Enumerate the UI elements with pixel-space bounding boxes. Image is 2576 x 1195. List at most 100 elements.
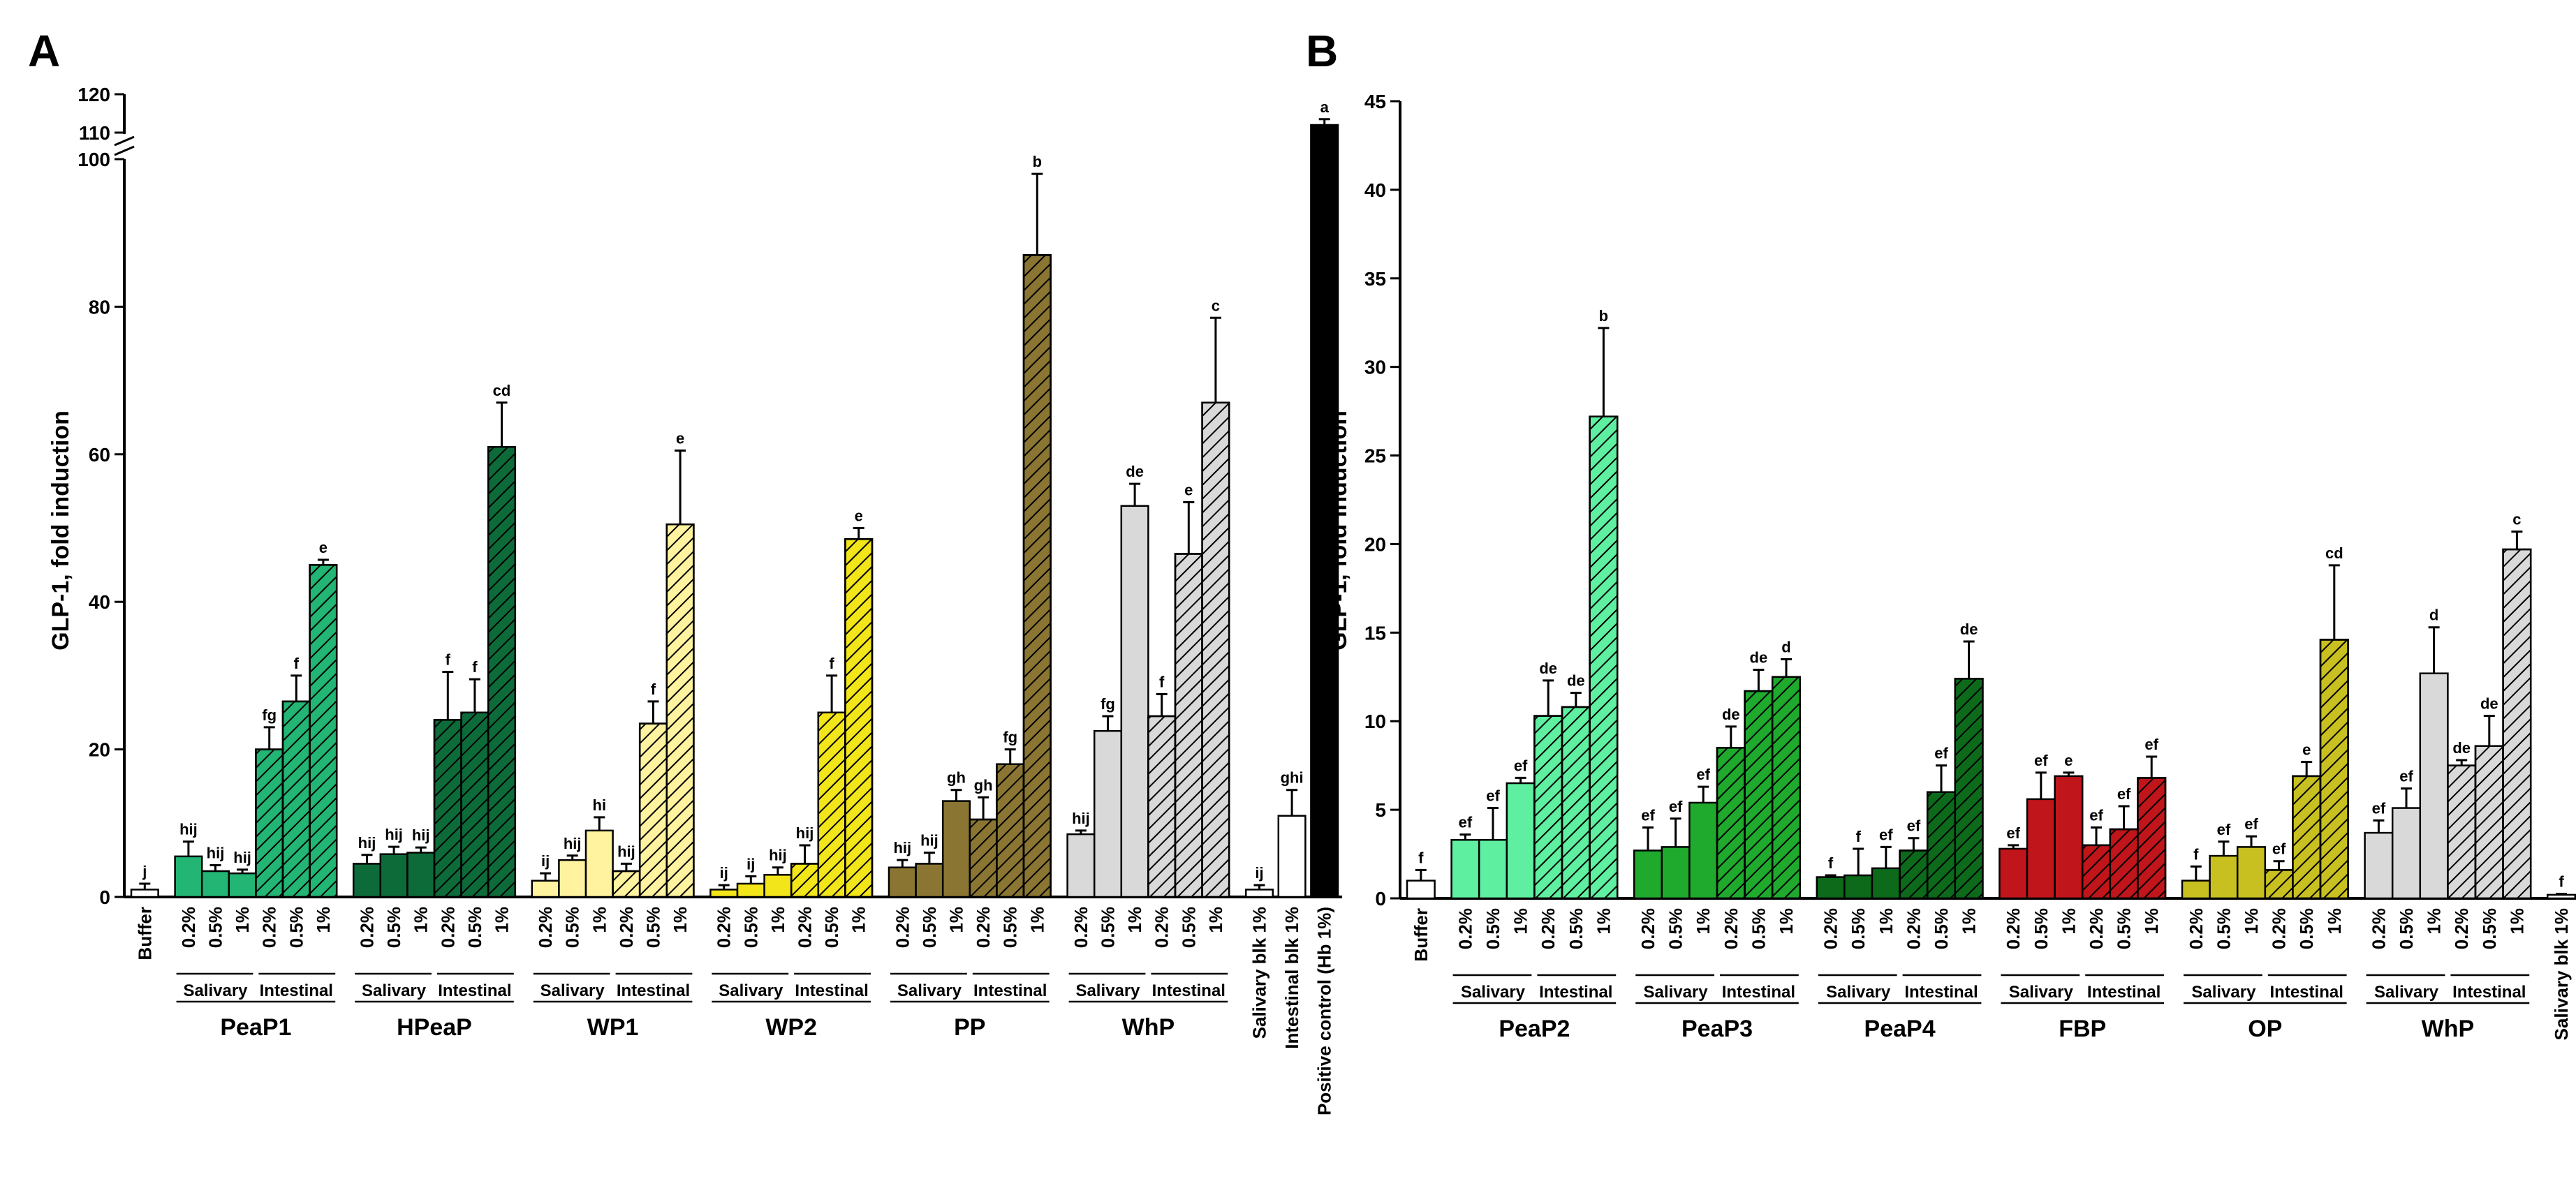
significance-label: ef <box>2372 799 2386 817</box>
significance-label: hij <box>385 826 403 843</box>
group-name: PP <box>954 1014 985 1041</box>
salivary-label: Salivary <box>1461 983 1526 1002</box>
bar-hatch <box>281 700 311 898</box>
panel-a-y-tick-label: 110 <box>79 122 110 144</box>
bar-hatch <box>1147 715 1177 898</box>
bar <box>228 872 257 898</box>
significance-label: ef <box>1514 757 1528 774</box>
x-tick-label: 0.5% <box>2114 908 2135 949</box>
bar <box>2181 879 2211 900</box>
bar-hatch <box>1899 849 1929 900</box>
bar-hatch <box>1954 678 1984 900</box>
x-tick-label: 1% <box>1776 908 1797 935</box>
bar-hatch <box>817 711 846 898</box>
bar <box>2419 672 2449 900</box>
significance-label: f <box>1856 828 1862 845</box>
significance-label: f <box>1159 673 1165 690</box>
significance-label: ij <box>746 855 755 873</box>
significance-label: de <box>1722 706 1740 723</box>
bar-hatch <box>2264 869 2294 900</box>
significance-label: ef <box>2399 768 2413 785</box>
significance-label: ij <box>541 852 550 870</box>
intestinal-label: Intestinal <box>1152 981 1226 1000</box>
intestinal-label: Intestinal <box>617 981 690 1000</box>
intestinal-label: Intestinal <box>1904 983 1978 1002</box>
x-tick-label: 1% <box>1959 908 1980 935</box>
significance-label: hij <box>412 826 430 844</box>
significance-label: ef <box>1641 806 1655 824</box>
bar <box>174 855 203 898</box>
panel-a-y-tick-label: 20 <box>89 739 110 761</box>
intestinal-label: Intestinal <box>260 981 333 1000</box>
intestinal-label: Intestinal <box>2087 983 2161 1002</box>
panel-b-y-tick-label: 45 <box>1364 91 1386 112</box>
significance-label: fg <box>1101 695 1115 713</box>
x-tick-label: 1% <box>2141 908 2162 935</box>
panel-b-y-tick-label: 20 <box>1364 533 1386 555</box>
significance-label: gh <box>974 776 993 794</box>
panel-b-y-tick-label: 35 <box>1364 268 1386 290</box>
panel-b-y-axis-title: GLP-1, fold induction <box>1325 410 1352 651</box>
group-name: PeaP2 <box>1499 1016 1570 1042</box>
salivary-label: Salivary <box>1826 983 1891 1002</box>
intestinal-label: Intestinal <box>973 981 1047 1000</box>
significance-label: j <box>142 863 147 880</box>
panel-a-chart: 0 20 40 60 80 100 110 120 GLP-1, fold induction j… <box>47 84 1342 1115</box>
bar-hatch <box>1716 747 1746 900</box>
panel-b-label: B <box>1306 26 1338 76</box>
bar-hatch <box>2109 828 2139 900</box>
panel-a-label: A <box>28 26 60 76</box>
x-tick-label: 0.2% <box>795 907 816 948</box>
bar <box>1066 833 1096 898</box>
significance-label: hi <box>593 796 607 814</box>
bar-hatch <box>2292 775 2322 900</box>
significance-label: hij <box>617 843 635 860</box>
x-tick-label: 1% <box>313 907 334 933</box>
x-tick-label: 1% <box>1693 908 1714 935</box>
panel-a-axis-break-mark <box>114 135 135 147</box>
bar-hatch <box>1022 254 1052 898</box>
bar <box>1816 876 1846 900</box>
x-tick-label: 0.2% <box>2368 908 2389 949</box>
x-tick-label: 0.5% <box>205 907 226 948</box>
significance-label: de <box>1567 672 1585 690</box>
x-tick-label: 0.2% <box>973 907 994 948</box>
significance-label: hij <box>920 832 939 849</box>
significance-label: f <box>2193 845 2199 863</box>
significance-label: c <box>1212 297 1220 314</box>
x-tick-label: 0.2% <box>535 907 556 948</box>
salivary-label: Salivary <box>719 981 783 1000</box>
significance-label: ef <box>2006 824 2020 842</box>
x-tick-label: 0.2% <box>2086 908 2107 949</box>
panel-b-y-tick-label: 10 <box>1364 711 1386 732</box>
intestinal-label: Intestinal <box>1722 983 1795 1002</box>
x-tick-label: 1% <box>1593 908 1614 935</box>
significance-label: ef <box>2117 785 2131 803</box>
bar-hatch <box>2081 844 2112 900</box>
salivary-label: Salivary <box>183 981 248 1000</box>
panel-a-y-tick-label: 100 <box>78 149 110 170</box>
bar <box>1406 879 1436 900</box>
intestinal-label: Intestinal <box>2270 983 2343 1002</box>
bar <box>379 853 409 898</box>
x-tick-label: 0.2% <box>1820 908 1841 949</box>
intestinal-label: Intestinal <box>2452 983 2526 1002</box>
x-tick-label: 1% <box>589 907 610 933</box>
x-tick-label: 0.5% <box>464 907 485 948</box>
bar <box>1506 782 1536 900</box>
x-tick-label: 0.5% <box>383 907 404 948</box>
group-name: FBP <box>2059 1016 2106 1042</box>
bar <box>1688 801 1718 900</box>
bar <box>915 863 944 898</box>
significance-label: de <box>1750 649 1768 667</box>
x-tick-label: Buffer <box>1411 908 1431 962</box>
bar <box>558 859 587 898</box>
significance-label: ef <box>2272 840 2286 858</box>
bar-hatch <box>665 523 695 898</box>
x-tick-label: 1% <box>848 907 869 933</box>
x-tick-label: 0.5% <box>1000 907 1021 948</box>
x-tick-label: 0.2% <box>616 907 637 948</box>
significance-label: hij <box>233 849 251 866</box>
bar-hatch <box>790 863 820 898</box>
x-tick-label: 1% <box>411 907 432 933</box>
